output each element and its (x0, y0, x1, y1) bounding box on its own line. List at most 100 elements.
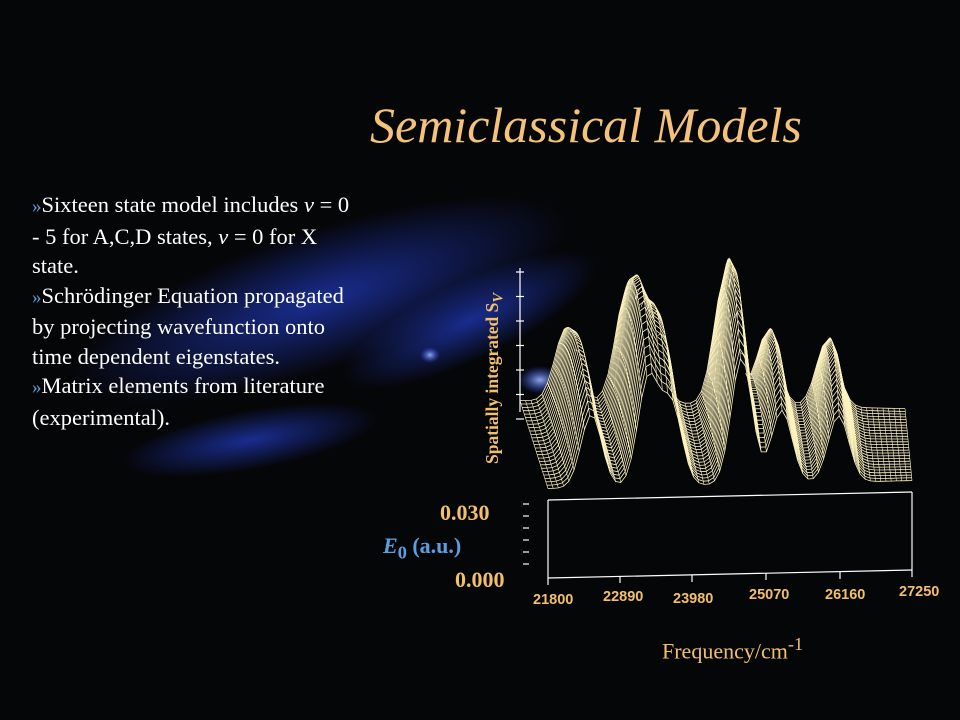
y-axis-symbol: E (383, 533, 398, 558)
surface-line (904, 408, 913, 481)
y-tick-label: 0.030 (440, 500, 490, 525)
surface-line (899, 408, 908, 481)
surface-line (811, 382, 824, 459)
x-axis-label-superscript: -1 (787, 634, 804, 654)
y-tick-label: 0.000 (455, 567, 505, 592)
surface-line (618, 307, 642, 399)
surface-line (679, 401, 700, 483)
surface-line (569, 330, 596, 419)
y-axis-subscript: 0 (397, 542, 407, 563)
surface-line (563, 327, 590, 416)
floor-front-edge (547, 491, 913, 501)
surface-line (635, 287, 658, 383)
surface-line (734, 310, 752, 398)
surface-line (860, 407, 871, 481)
bullet-text: Schrödinger Equation propagated by proje… (32, 282, 344, 369)
front-bottom-edge (547, 569, 913, 579)
x-tick-label: 23980 (673, 591, 714, 607)
surface-line (772, 340, 788, 420)
surface-line (728, 268, 746, 367)
surface-line (706, 370, 726, 452)
y-axis-unit: (a.u.) (406, 533, 462, 558)
surface-line (838, 369, 850, 445)
surface-line (651, 311, 674, 401)
bullet-text: Matrix elements from literature (experim… (32, 373, 325, 430)
surface-line (740, 352, 757, 432)
x-axis-label: Frequency/cm-1 (662, 634, 803, 664)
x-tick-label: 26160 (825, 587, 866, 603)
bullet-variable: v (218, 223, 229, 249)
surface-line (596, 397, 622, 483)
surface-line (827, 337, 840, 416)
surface-line (552, 364, 580, 452)
surface-line (684, 403, 705, 485)
bullet-text: = 0 - 5 for A,C,D states, (32, 192, 350, 249)
surface-line (712, 335, 731, 418)
x-axis-label-text: Frequency/cm (662, 638, 788, 664)
surface-line (613, 346, 637, 431)
bullet-variable: v (303, 192, 314, 217)
surface-line (723, 258, 741, 360)
surface-line (805, 396, 819, 473)
surface-fill (548, 359, 912, 500)
surface-line (822, 344, 835, 422)
x-tick-label: 22890 (603, 589, 644, 605)
bullet-item: »Schrödinger Equation propagated by proj… (32, 281, 362, 372)
bullet-marker: » (32, 286, 42, 308)
surface-line (624, 278, 648, 377)
surface-line (690, 403, 710, 485)
z-axis-label-subscript: V (490, 292, 507, 303)
surface-line (519, 400, 549, 489)
surface-line (547, 383, 575, 471)
surface-line (833, 349, 845, 426)
surface-line (558, 342, 585, 430)
surface-line (767, 328, 783, 411)
surface-line (849, 399, 861, 474)
x-tick-label: 21800 (533, 592, 574, 608)
surface-line (591, 396, 616, 482)
surface-line (530, 400, 559, 488)
x-tick-label: 25070 (749, 587, 790, 603)
surface-line (789, 396, 804, 474)
surface-line (877, 407, 887, 482)
surface-line (888, 408, 897, 481)
surface-line (536, 398, 564, 487)
surface-line (750, 373, 767, 452)
surface-line (866, 407, 876, 482)
surface-line (783, 383, 798, 461)
surface-line (855, 405, 866, 480)
bullet-marker: » (32, 377, 42, 398)
bullet-text: Sixteen state model includes (41, 192, 304, 217)
surface-line (717, 287, 736, 381)
surface-line (745, 373, 762, 452)
surface-line (893, 408, 902, 481)
bullet-list: » Sixteen state model includes v = 0 - 5 … (32, 190, 362, 432)
surface-line (816, 363, 830, 440)
y-axis-label: E0 (a.u.) (383, 533, 461, 563)
surface-line (882, 408, 892, 482)
plot-axes (516, 268, 913, 585)
surface-line (778, 362, 793, 440)
surface-line (800, 402, 814, 479)
surface-line (525, 400, 554, 489)
z-axis-label: Spatially integrated SV (482, 293, 508, 464)
surface-line (574, 349, 601, 436)
bullet-text: = 0 for X state. (32, 223, 318, 279)
surface-line (673, 395, 694, 478)
surface-line (871, 407, 882, 482)
surface-line (761, 337, 778, 418)
surface-line (794, 402, 809, 480)
surface-line (629, 274, 653, 374)
surface-line (646, 301, 668, 394)
bullet-item: »Matrix elements from literature (experi… (32, 371, 362, 432)
x-tick-label: 27250 (899, 584, 940, 600)
surface-line (668, 382, 689, 465)
surface-mesh (519, 257, 913, 500)
surface-line (640, 297, 663, 391)
surface-line (607, 374, 632, 459)
z-axis-label-text: Spatially integrated S (482, 302, 502, 464)
surface-line (602, 391, 627, 476)
surface-line (585, 387, 611, 474)
